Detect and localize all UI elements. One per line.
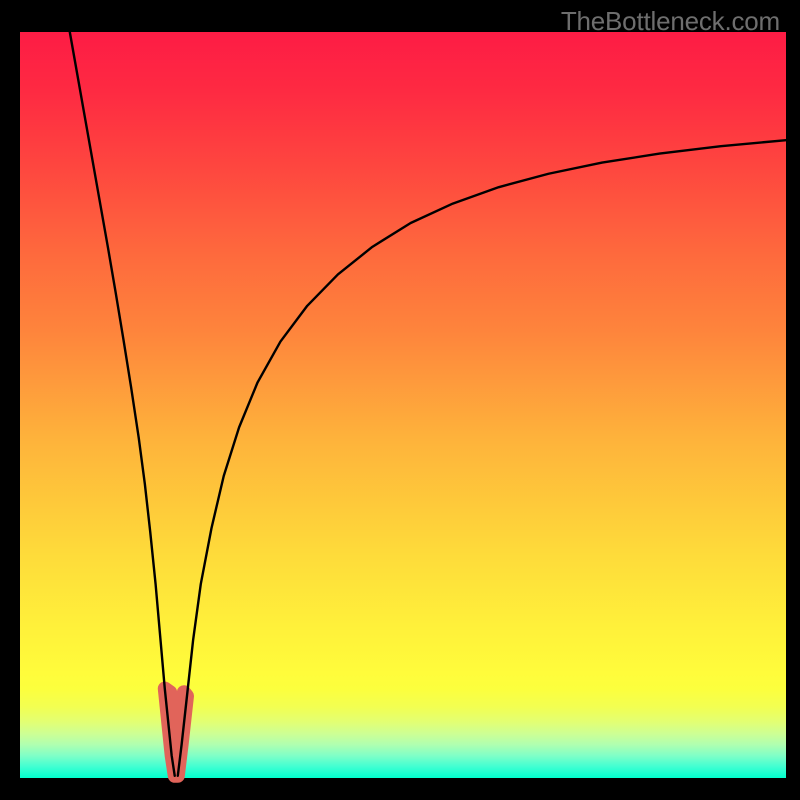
watermark-text: TheBottleneck.com [561,6,780,37]
bottleneck-chart [0,0,800,800]
